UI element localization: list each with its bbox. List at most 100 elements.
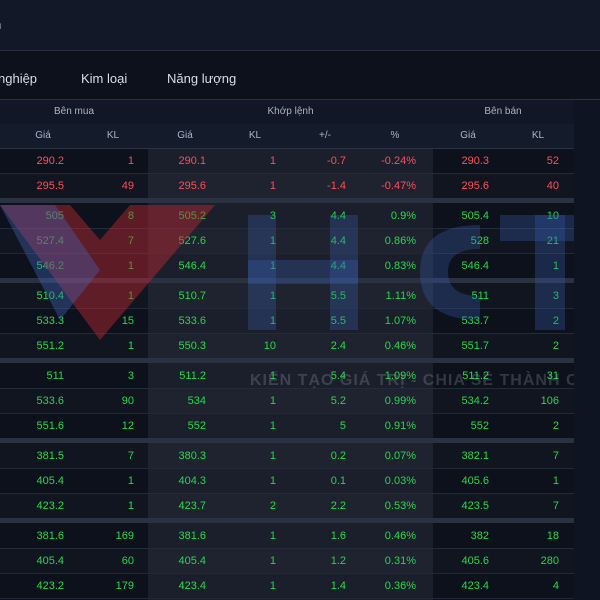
cell-b-price: 510.4: [36, 290, 64, 302]
table-row[interactable]: 290.2 1 290.1 1 -0.7 -0.24% 290.3 52: [0, 148, 600, 174]
col-sell-price: Giá: [460, 130, 476, 141]
cell-s-price: 533.7: [461, 315, 489, 327]
cell-b-vol: 169: [115, 530, 134, 542]
cell-m-vol: 1: [269, 235, 276, 247]
cell-s-vol: 106: [540, 395, 559, 407]
cell-b-vol: 12: [121, 420, 134, 432]
cell-b-vol: 3: [127, 370, 134, 382]
cell-s-vol: 21: [546, 235, 559, 247]
cell-s-price: 290.3: [461, 155, 489, 167]
cell-m-vol: 10: [263, 340, 276, 352]
group-divider: [0, 438, 600, 443]
table-row[interactable]: 505 8 505.2 3 4.4 0.9% 505.4 10: [0, 203, 600, 229]
cell-m-price: 550.3: [178, 340, 206, 352]
cell-s-price: 551.7: [461, 340, 489, 352]
cell-b-vol: 7: [127, 235, 134, 247]
cell-m-price: 380.3: [178, 450, 206, 462]
cell-pct: 0.53%: [384, 500, 416, 512]
cell-s-vol: 1: [552, 475, 559, 487]
cell-b-price: 546.2: [36, 260, 64, 272]
cell-s-price: 511: [471, 290, 489, 302]
cell-b-vol: 60: [121, 555, 134, 567]
tab-energy[interactable]: Năng lượng: [167, 71, 237, 86]
price-board: Bên mua Khớp lệnh Bên bán Giá KL Giá KL …: [0, 100, 600, 600]
cell-b-vol: 179: [115, 580, 134, 592]
table-row[interactable]: 405.4 60 405.4 1 1.2 0.31% 405.6 280: [0, 548, 600, 574]
table-row[interactable]: 295.5 49 295.6 1 -1.4 -0.47% 295.6 40: [0, 173, 600, 199]
cell-s-price: 511.2: [462, 370, 489, 382]
cell-b-vol: 8: [127, 210, 134, 222]
cell-pct: 1.11%: [385, 290, 416, 302]
table-row[interactable]: 527.4 7 527.6 1 4.4 0.86% 528 21: [0, 228, 600, 254]
cell-s-vol: 2: [552, 315, 559, 327]
cell-b-price: 551.2: [36, 340, 64, 352]
cell-b-price: 423.2: [36, 500, 64, 512]
cell-b-price: 405.4: [36, 555, 64, 567]
table-row[interactable]: 533.3 15 533.6 1 5.5 1.07% 533.7 2: [0, 308, 600, 334]
cell-s-vol: 2: [552, 340, 559, 352]
table-row[interactable]: 551.6 12 552 1 5 0.91% 552 2: [0, 413, 600, 439]
cell-s-vol: 18: [546, 530, 559, 542]
cell-s-price: 295.6: [461, 180, 489, 192]
cell-pct: 0.99%: [384, 395, 416, 407]
cell-m-vol: 1: [269, 315, 276, 327]
top-bar: n: [0, 0, 600, 51]
cell-s-price: 423.5: [461, 500, 489, 512]
cell-m-price: 295.6: [178, 180, 206, 192]
category-tabs: nghiệp Kim loại Năng lượng: [0, 51, 600, 100]
cell-chg: 5: [339, 420, 346, 432]
cell-m-price: 527.6: [178, 235, 206, 247]
cell-pct: 0.31%: [384, 555, 416, 567]
cell-m-vol: 1: [269, 155, 276, 167]
header-sell: Bên bán: [484, 106, 522, 117]
tab-enterprise[interactable]: nghiệp: [0, 71, 38, 86]
cell-b-vol: 1: [127, 155, 134, 167]
cell-chg: -1.4: [327, 180, 346, 192]
cell-m-vol: 1: [269, 370, 276, 382]
table-row[interactable]: 510.4 1 510.7 1 5.5 1.11% 511 3: [0, 283, 600, 309]
table-row[interactable]: 381.5 7 380.3 1 0.2 0.07% 382.1 7: [0, 443, 600, 469]
cell-pct: 0.83%: [384, 260, 416, 272]
header-buy: Bên mua: [53, 106, 95, 117]
table-row[interactable]: 423.2 179 423.4 1 1.4 0.36% 423.4 4: [0, 573, 600, 599]
table-row[interactable]: 511 3 511.2 1 5.4 1.09% 511.2 31: [0, 363, 600, 389]
cell-chg: 5.5: [330, 315, 346, 327]
cell-s-price: 423.4: [461, 580, 489, 592]
col-sell-vol: KL: [531, 130, 545, 141]
cell-pct: 1.09%: [384, 370, 416, 382]
table-row[interactable]: 551.2 1 550.3 10 2.4 0.46% 551.7 2: [0, 333, 600, 359]
tab-metals[interactable]: Kim loại: [81, 71, 128, 86]
cell-s-price: 382.1: [461, 450, 489, 462]
breadcrumb: n: [0, 17, 14, 35]
cell-s-vol: 1: [552, 260, 559, 272]
col-change: +/-: [319, 130, 331, 141]
match-column-shade: [148, 100, 433, 600]
table-row[interactable]: 546.2 1 546.4 1 4.4 0.83% 546.4 1: [0, 253, 600, 279]
cell-b-price: 533.6: [36, 395, 64, 407]
cell-m-vol: 1: [269, 290, 276, 302]
right-edge-panel: [574, 100, 600, 600]
cell-s-vol: 52: [546, 155, 559, 167]
cell-pct: 0.9%: [390, 210, 416, 222]
cell-s-vol: 3: [552, 290, 559, 302]
cell-b-price: 423.2: [36, 580, 64, 592]
cell-b-vol: 90: [121, 395, 134, 407]
cell-pct: 0.46%: [384, 530, 416, 542]
cell-chg: 1.2: [330, 555, 346, 567]
cell-m-vol: 1: [269, 475, 276, 487]
cell-b-vol: 1: [127, 500, 134, 512]
cell-m-vol: 1: [269, 180, 276, 192]
cell-m-vol: 2: [269, 500, 276, 512]
cell-s-price: 528: [470, 235, 489, 247]
group-divider: [0, 518, 600, 523]
cell-s-price: 382: [470, 530, 489, 542]
cell-b-price: 551.6: [36, 420, 64, 432]
table-row[interactable]: 405.4 1 404.3 1 0.1 0.03% 405.6 1: [0, 468, 600, 494]
col-match-vol: KL: [248, 130, 262, 141]
table-row[interactable]: 381.6 169 381.6 1 1.6 0.46% 382 18: [0, 523, 600, 549]
cell-m-vol: 1: [269, 450, 276, 462]
table-row[interactable]: 533.6 90 534 1 5.2 0.99% 534.2 106: [0, 388, 600, 414]
cell-s-vol: 40: [546, 180, 559, 192]
cell-chg: 0.1: [330, 475, 346, 487]
table-row[interactable]: 423.2 1 423.7 2 2.2 0.53% 423.5 7: [0, 493, 600, 519]
